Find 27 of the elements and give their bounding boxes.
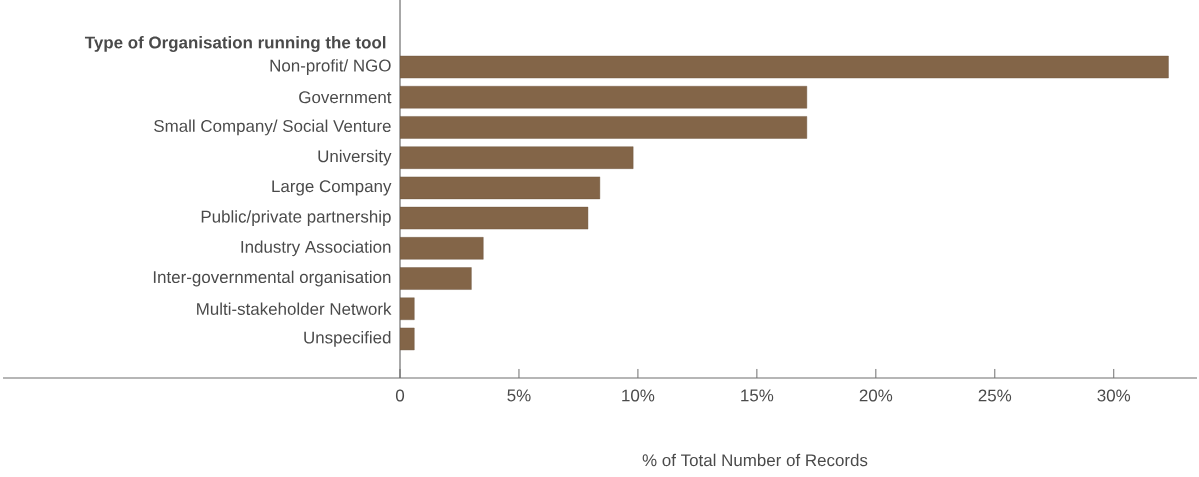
bar [400,206,589,230]
x-tick-label: 25% [978,389,1012,402]
y-tick-label: Government [299,91,392,104]
x-tick-label: 10% [622,389,655,402]
y-tick-label: Public/private partnership [201,210,391,226]
bar [400,55,1169,79]
x-axis-title: % of Total Number of Records [642,453,868,467]
x-tick-label: 20% [859,389,893,402]
x-tick-label: 30% [1097,389,1131,402]
y-tick-label: Non-profit/ NGO [270,59,391,75]
y-tick-label: Industry Association [241,240,391,257]
x-tick-label: 15% [741,389,774,402]
bar [400,176,601,200]
bar [400,116,808,139]
y-tick-label: Multi-stakeholder Network [197,302,392,315]
y-tick-label: Unspecified [304,331,391,347]
y-tick-label: Inter-governmental organisation [153,270,391,287]
x-tick-label: 0 [395,389,405,402]
bar [400,86,808,109]
bar [400,267,472,290]
y-axis-title: Type of Organisation running the tool [84,36,386,52]
bar [400,237,484,260]
y-tick-label: Large Company [272,180,392,196]
x-tick-label: 5% [507,389,531,402]
bar [400,146,634,169]
y-tick-label: University [318,149,392,166]
y-tick-label: Small Company/ Social Venture [154,119,391,136]
